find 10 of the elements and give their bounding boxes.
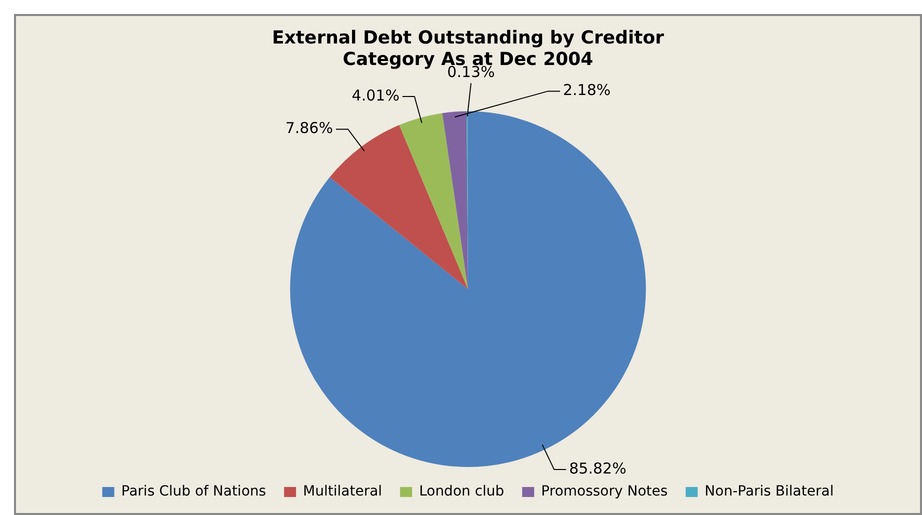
legend-label: London club bbox=[419, 484, 504, 500]
data-label: 2.18% bbox=[563, 81, 611, 100]
data-label: 7.86% bbox=[285, 119, 333, 138]
legend-label: Promossory Notes bbox=[541, 484, 668, 500]
legend-label: Non-Paris Bilateral bbox=[704, 484, 834, 500]
data-label: 4.01% bbox=[352, 86, 400, 104]
data-label: 85.82% bbox=[569, 459, 626, 478]
legend-label: Multilateral bbox=[303, 484, 382, 500]
text: External Debt Outstanding by Creditor bbox=[272, 27, 664, 48]
legend-label: Paris Club of Nations bbox=[121, 484, 266, 500]
